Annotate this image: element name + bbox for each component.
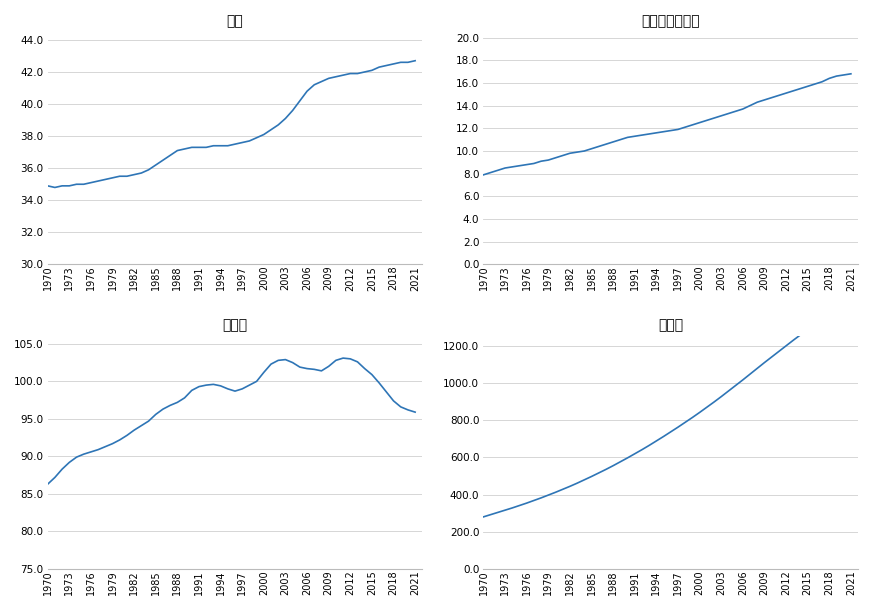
Title: インド: インド xyxy=(658,319,684,333)
Title: ロシア: ロシア xyxy=(222,319,248,333)
Title: オーストラリア: オーストラリア xyxy=(642,14,700,28)
Title: 英国: 英国 xyxy=(227,14,243,28)
